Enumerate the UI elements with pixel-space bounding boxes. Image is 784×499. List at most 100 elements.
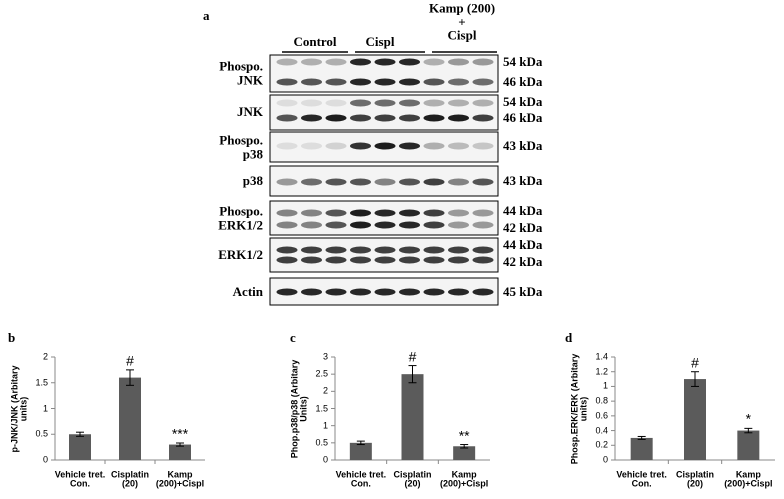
error-bar <box>637 435 646 440</box>
blot-band <box>448 288 469 296</box>
blot-band <box>350 209 371 217</box>
blot-band <box>350 58 371 66</box>
blot-band <box>399 209 420 217</box>
blot-frame <box>269 200 499 236</box>
blot-band <box>276 99 298 107</box>
blot-band <box>423 99 445 107</box>
error-bar <box>408 365 417 384</box>
blot-row-label: Phospo. p38 <box>219 132 263 161</box>
blot-band <box>374 288 396 296</box>
blot-band <box>374 178 396 186</box>
blot-band <box>374 142 396 150</box>
panel-label: b <box>8 330 16 346</box>
kda-label: 42 kDa <box>503 254 543 270</box>
blot-band <box>325 288 347 296</box>
blot-band <box>325 246 347 254</box>
y-tick-label: 0.6 <box>595 410 608 421</box>
blot-band <box>448 246 469 254</box>
blot-row-label: Actin <box>232 284 263 300</box>
blot-band <box>472 78 494 86</box>
y-tick-label: 1.5 <box>35 377 48 388</box>
blot-band <box>448 256 469 264</box>
bar <box>69 434 91 460</box>
bar <box>119 377 141 460</box>
bar <box>737 430 760 460</box>
blot-band <box>350 142 371 150</box>
y-tick-label: 1.5 <box>315 402 328 413</box>
blot-band <box>448 58 469 66</box>
blot-band <box>350 178 371 186</box>
blot-band <box>423 178 445 186</box>
blot-band <box>448 78 469 86</box>
bar <box>684 379 706 460</box>
blot-band <box>276 78 298 86</box>
blot-band <box>301 288 322 296</box>
blot-band <box>423 246 445 254</box>
x-tick-label: Cisplatin (20) <box>675 469 715 489</box>
bar <box>401 374 424 460</box>
error-bar <box>356 440 365 446</box>
blot-band <box>448 114 469 122</box>
kda-label: 46 kDa <box>503 110 543 126</box>
blot-band <box>448 142 469 150</box>
x-tick-label: Vehicle tret. Con. <box>616 469 667 489</box>
blot-band <box>423 288 445 296</box>
blot-band <box>325 221 347 229</box>
annotation: * <box>745 411 752 428</box>
error-bar <box>76 431 84 437</box>
blot-band <box>276 58 298 66</box>
blot-band <box>472 221 494 229</box>
error-bar <box>176 442 184 447</box>
error-bar <box>691 371 699 387</box>
blot-band <box>350 78 371 86</box>
blot-band <box>448 99 469 107</box>
blot-band <box>276 142 298 150</box>
blot-band <box>472 99 494 107</box>
blot-band <box>374 246 396 254</box>
y-tick-label: 1 <box>42 402 48 413</box>
y-tick-label: 1 <box>322 419 328 430</box>
blot-band <box>448 209 469 217</box>
group-label: Kamp (200) + Cispl <box>428 0 496 43</box>
blot-band <box>399 288 420 296</box>
blot-band <box>374 114 396 122</box>
blot-row-label: Phospo. ERK1/2 <box>218 203 263 232</box>
blot-band <box>301 256 322 264</box>
blot-row-label: Phospo. JNK <box>219 58 263 87</box>
blot-band <box>423 142 445 150</box>
y-tick-label: 2.5 <box>315 368 328 379</box>
blot-band <box>325 114 347 122</box>
y-tick-label: 1 <box>602 380 608 391</box>
annotation: # <box>126 352 134 369</box>
y-axis-label: p-JNK/JNK (Arbitary units) <box>9 364 29 453</box>
y-tick-label: 3 <box>322 351 328 362</box>
blot-band <box>301 246 322 254</box>
bar <box>349 442 372 460</box>
error-bar <box>126 369 134 386</box>
blot-band <box>423 78 445 86</box>
blot-band <box>350 114 371 122</box>
y-tick-label: 0.8 <box>595 395 608 406</box>
annotation: ** <box>458 427 470 444</box>
blot-band <box>423 256 445 264</box>
blot-band <box>350 288 371 296</box>
blot-band <box>472 246 494 254</box>
blot-band <box>276 246 298 254</box>
x-tick-label: Kamp (200)+Cispl <box>155 469 205 489</box>
blot-band <box>472 178 494 186</box>
blot-band <box>472 256 494 264</box>
blot-band <box>399 99 420 107</box>
blot-band <box>325 142 347 150</box>
blot-band <box>399 246 420 254</box>
blot-band <box>325 58 347 66</box>
y-tick-label: 0.2 <box>595 439 608 450</box>
panel-label: a <box>203 8 210 24</box>
kda-label: 44 kDa <box>503 203 543 219</box>
y-tick-label: 0 <box>42 454 48 465</box>
kda-label: 42 kDa <box>503 220 543 236</box>
blot-band <box>325 99 347 107</box>
blot-band <box>472 114 494 122</box>
blot-band <box>276 209 298 217</box>
blot-band <box>399 114 420 122</box>
